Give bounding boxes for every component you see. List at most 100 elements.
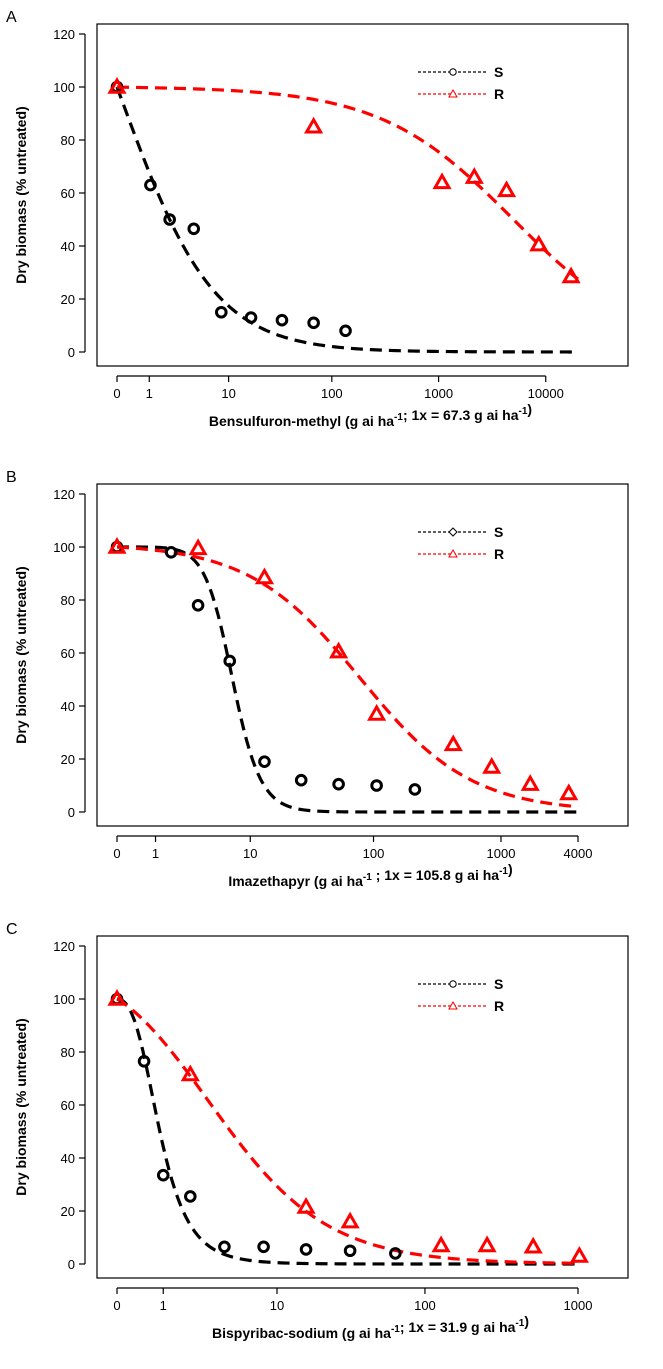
y-tick-label: 120: [53, 487, 75, 502]
data-point-s: [257, 1240, 270, 1254]
x-tick-label: 1000: [424, 386, 453, 401]
data-point-s: [244, 311, 258, 324]
data-point-r: [329, 641, 349, 659]
fit-curve-r: [116, 997, 579, 1265]
x-tick-label: 1: [146, 386, 153, 401]
data-point-r: [561, 266, 581, 284]
data-point-s: [307, 316, 320, 330]
data-point-s: [191, 599, 205, 612]
data-point-r: [107, 536, 127, 554]
data-point-s: [215, 305, 228, 319]
data-point-r: [107, 988, 127, 1006]
y-tick-label: 40: [61, 1151, 75, 1166]
data-point-r: [107, 76, 127, 94]
x-tick-label: 1: [152, 846, 159, 861]
data-point-s: [275, 313, 289, 327]
y-tick-label: 100: [53, 992, 75, 1007]
legend-marker: [448, 88, 458, 98]
data-point-r: [496, 180, 517, 198]
x-tick-label: 4000: [564, 846, 593, 861]
data-point-r: [367, 703, 387, 721]
data-point-s: [223, 654, 237, 668]
legend-marker: [448, 548, 458, 558]
y-axis-label: Dry biomass (% untreated): [13, 106, 29, 283]
data-point-s: [370, 779, 383, 792]
data-point-s: [299, 1243, 313, 1256]
data-point-s: [389, 1247, 402, 1260]
data-point-r: [180, 1064, 200, 1082]
plot-frame: [96, 935, 629, 1279]
plot-frame: [96, 23, 629, 367]
y-axis-label: Dry biomass (% untreated): [13, 1018, 29, 1195]
legend-marker: [449, 980, 457, 988]
data-point-r: [569, 1246, 589, 1263]
data-point-r: [529, 234, 549, 252]
fit-curve-s: [116, 997, 578, 1266]
x-tick-label: 100: [321, 386, 343, 401]
x-tick-label: 0: [113, 1298, 120, 1313]
data-point-r: [523, 1236, 543, 1254]
legend-label: S: [494, 524, 503, 540]
y-tick-label: 20: [61, 1204, 75, 1219]
data-point-s: [294, 773, 308, 787]
legend-marker: [449, 68, 457, 76]
data-point-r: [296, 1197, 316, 1214]
x-tick-label: 1: [160, 1298, 167, 1313]
chart-a-svg: A 0 20 40 60 80 100 120 0 1 10 100 1000 10000 Dry biom…: [6, 9, 629, 429]
y-tick-label: 120: [53, 27, 75, 42]
data-point-s: [163, 213, 176, 226]
data-point-s: [218, 1240, 231, 1254]
x-axis-label: Bensulfuron-methyl (g ai ha-1; 1x = 67.3…: [209, 401, 532, 429]
x-tick-label: 10: [221, 386, 235, 401]
y-tick-label: 120: [53, 939, 75, 954]
legend-label: R: [494, 546, 504, 562]
data-point-s: [184, 1190, 197, 1203]
data-point-r: [431, 1235, 451, 1253]
x-axis-label: Imazethapyr (g ai ha-1 ; 1x = 105.8 g ai…: [228, 861, 512, 889]
data-point-s: [258, 755, 271, 768]
data-point-s: [408, 783, 422, 796]
data-point-s: [156, 1168, 170, 1182]
panel-letter: C: [6, 921, 18, 938]
x-tick-label: 10000: [528, 386, 564, 401]
x-tick-label: 100: [414, 1298, 436, 1313]
data-point-r: [188, 538, 208, 556]
chart-panel-c: C 0 20 40 60 80 100 120 0 1 10 100 1000 Dry biomass (…: [0, 912, 663, 1368]
y-tick-label: 40: [61, 239, 75, 254]
x-tick-label: 10: [270, 1298, 284, 1313]
y-tick-label: 60: [61, 186, 75, 201]
data-point-r: [254, 567, 275, 585]
data-point-r: [520, 774, 540, 791]
x-tick-label: 1000: [487, 846, 516, 861]
y-tick-label: 60: [61, 646, 75, 661]
chart-b-svg: B 0 20 40 60 80 100 120 0 1 10 100 1000 4000 Dry bioma…: [6, 469, 629, 889]
x-axis-label: Bispyribac-sodium (g ai ha-1; 1x = 31.9 …: [212, 1313, 529, 1341]
legend-label: S: [494, 976, 503, 992]
x-tick-label: 100: [363, 846, 385, 861]
fit-curve-s: [115, 86, 578, 354]
y-tick-label: 20: [61, 292, 75, 307]
x-tick-label: 0: [113, 386, 120, 401]
chart-c-svg: C 0 20 40 60 80 100 120 0 1 10 100 1000 Dry biomass (…: [6, 921, 629, 1341]
x-tick-label: 1000: [564, 1298, 593, 1313]
legend-marker: [448, 527, 458, 537]
data-point-s: [187, 222, 201, 236]
data-point-s: [144, 178, 157, 192]
legend-label: S: [494, 64, 503, 80]
fit-curve-s: [117, 545, 578, 814]
y-tick-label: 0: [68, 1257, 75, 1272]
x-tick-label: 0: [113, 846, 120, 861]
data-point-s: [339, 324, 352, 338]
chart-panel-b: B 0 20 40 60 80 100 120 0 1 10 100 1000 4000 Dry bioma…: [0, 460, 663, 916]
legend-label: R: [494, 86, 504, 102]
data-point-s: [137, 1054, 151, 1068]
data-point-r: [482, 756, 502, 774]
legend-label: R: [494, 998, 504, 1014]
y-tick-label: 100: [53, 80, 75, 95]
y-tick-label: 0: [68, 805, 75, 820]
data-point-r: [340, 1211, 360, 1229]
y-tick-label: 20: [61, 752, 75, 767]
y-tick-label: 80: [61, 1045, 75, 1060]
panel-letter: A: [6, 9, 17, 26]
y-tick-label: 80: [61, 593, 75, 608]
